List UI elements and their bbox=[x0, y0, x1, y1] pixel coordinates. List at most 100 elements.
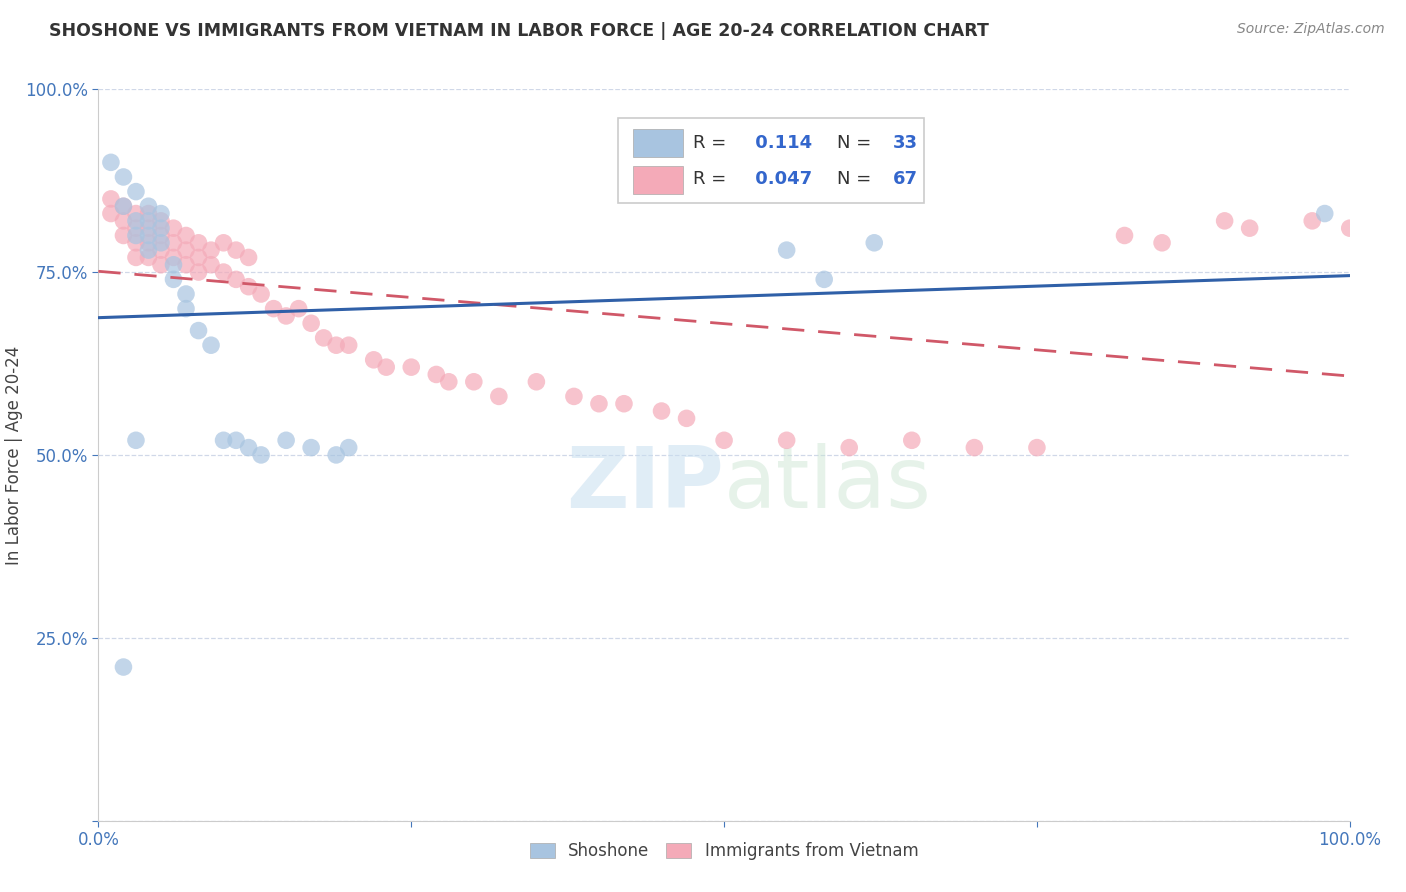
Point bbox=[675, 411, 697, 425]
Point bbox=[200, 243, 222, 257]
Text: 0.114: 0.114 bbox=[749, 134, 813, 152]
Point bbox=[225, 434, 247, 448]
Point bbox=[325, 338, 347, 352]
Text: SHOSHONE VS IMMIGRANTS FROM VIETNAM IN LABOR FORCE | AGE 20-24 CORRELATION CHART: SHOSHONE VS IMMIGRANTS FROM VIETNAM IN L… bbox=[49, 22, 988, 40]
Point bbox=[212, 265, 235, 279]
Point bbox=[138, 251, 160, 265]
Text: R =: R = bbox=[693, 170, 731, 188]
Point bbox=[125, 434, 148, 448]
Point bbox=[524, 375, 547, 389]
Point bbox=[225, 272, 247, 286]
Point bbox=[150, 206, 173, 220]
Text: N =: N = bbox=[837, 134, 877, 152]
Point bbox=[1213, 214, 1236, 228]
Point bbox=[488, 389, 510, 403]
Point bbox=[1313, 206, 1336, 220]
Point bbox=[437, 375, 460, 389]
Point bbox=[150, 214, 173, 228]
Point bbox=[1239, 221, 1261, 235]
Point bbox=[238, 441, 260, 455]
Point bbox=[100, 155, 122, 169]
Point bbox=[588, 397, 610, 411]
Point bbox=[138, 235, 160, 250]
Point bbox=[463, 375, 485, 389]
Point bbox=[312, 331, 335, 345]
Point bbox=[174, 301, 197, 316]
Point bbox=[225, 243, 247, 257]
Text: R =: R = bbox=[693, 134, 731, 152]
Point bbox=[900, 434, 922, 448]
Point bbox=[187, 235, 209, 250]
Point bbox=[337, 338, 360, 352]
Point bbox=[150, 221, 173, 235]
Point bbox=[776, 434, 799, 448]
Point bbox=[250, 287, 273, 301]
Point bbox=[375, 360, 398, 375]
FancyBboxPatch shape bbox=[633, 166, 683, 194]
Text: 67: 67 bbox=[893, 170, 918, 188]
Point bbox=[813, 272, 835, 286]
Point bbox=[150, 243, 173, 257]
Point bbox=[138, 221, 160, 235]
Legend: Shoshone, Immigrants from Vietnam: Shoshone, Immigrants from Vietnam bbox=[523, 836, 925, 867]
Point bbox=[162, 235, 184, 250]
Point bbox=[162, 221, 184, 235]
Point bbox=[650, 404, 672, 418]
Point bbox=[325, 448, 347, 462]
Point bbox=[150, 228, 173, 243]
Point bbox=[100, 206, 122, 220]
Point bbox=[174, 243, 197, 257]
Point bbox=[299, 441, 322, 455]
Point bbox=[963, 441, 986, 455]
Point bbox=[212, 235, 235, 250]
Text: atlas: atlas bbox=[724, 442, 932, 525]
Point bbox=[274, 309, 298, 323]
Point bbox=[187, 251, 209, 265]
Point bbox=[112, 660, 135, 674]
Point bbox=[150, 235, 173, 250]
Point bbox=[125, 235, 148, 250]
Point bbox=[287, 301, 309, 316]
Point bbox=[337, 441, 360, 455]
Point bbox=[150, 258, 173, 272]
FancyBboxPatch shape bbox=[617, 119, 924, 202]
Point bbox=[138, 214, 160, 228]
Point bbox=[263, 301, 285, 316]
Point bbox=[112, 199, 135, 213]
Point bbox=[112, 228, 135, 243]
Point bbox=[125, 185, 148, 199]
Text: 33: 33 bbox=[893, 134, 918, 152]
Point bbox=[125, 251, 148, 265]
Point bbox=[112, 169, 135, 184]
Point bbox=[238, 251, 260, 265]
Point bbox=[250, 448, 273, 462]
Point bbox=[174, 287, 197, 301]
Text: ZIP: ZIP bbox=[567, 442, 724, 525]
Point bbox=[125, 228, 148, 243]
Point bbox=[1114, 228, 1136, 243]
Point bbox=[363, 352, 385, 367]
Point bbox=[125, 214, 148, 228]
Point bbox=[425, 368, 447, 382]
Point bbox=[1150, 235, 1173, 250]
Point bbox=[613, 397, 636, 411]
Point bbox=[274, 434, 298, 448]
Point bbox=[1026, 441, 1049, 455]
Point bbox=[838, 441, 860, 455]
Point bbox=[162, 251, 184, 265]
Point bbox=[174, 258, 197, 272]
Point bbox=[125, 221, 148, 235]
Point bbox=[138, 228, 160, 243]
Point bbox=[174, 228, 197, 243]
Point bbox=[162, 272, 184, 286]
Y-axis label: In Labor Force | Age 20-24: In Labor Force | Age 20-24 bbox=[4, 345, 22, 565]
Point bbox=[138, 243, 160, 257]
Text: Source: ZipAtlas.com: Source: ZipAtlas.com bbox=[1237, 22, 1385, 37]
Point bbox=[863, 235, 886, 250]
Point bbox=[562, 389, 585, 403]
Text: N =: N = bbox=[837, 170, 877, 188]
Point bbox=[200, 338, 222, 352]
Point bbox=[401, 360, 423, 375]
Point bbox=[112, 199, 135, 213]
Text: 0.047: 0.047 bbox=[749, 170, 813, 188]
